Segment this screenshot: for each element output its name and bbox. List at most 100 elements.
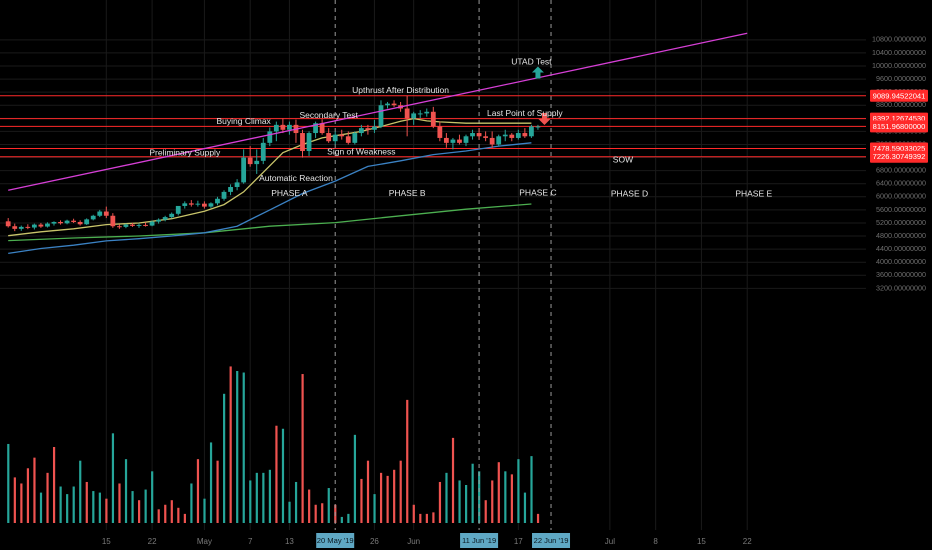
candle[interactable] xyxy=(149,220,155,227)
candle[interactable] xyxy=(71,218,76,223)
candle[interactable] xyxy=(18,225,24,231)
candle[interactable] xyxy=(84,218,90,225)
candle[interactable] xyxy=(116,224,122,229)
candle[interactable] xyxy=(352,131,358,145)
candle[interactable] xyxy=(535,124,541,130)
candle[interactable] xyxy=(529,124,534,138)
candle[interactable] xyxy=(12,223,18,232)
volume-bar xyxy=(308,489,311,523)
candle[interactable] xyxy=(97,209,103,218)
candle-body xyxy=(84,219,90,225)
candle[interactable] xyxy=(345,131,351,145)
candle[interactable] xyxy=(489,131,495,148)
candle[interactable] xyxy=(228,184,233,196)
candle[interactable] xyxy=(162,215,168,222)
candle[interactable] xyxy=(365,124,371,135)
candle[interactable] xyxy=(385,101,390,109)
candle[interactable] xyxy=(411,111,417,125)
candles[interactable] xyxy=(5,95,541,232)
candle[interactable] xyxy=(404,95,410,137)
candle[interactable] xyxy=(175,205,181,216)
candle[interactable] xyxy=(509,133,515,142)
candle[interactable] xyxy=(443,133,449,148)
candle[interactable] xyxy=(38,222,44,228)
candle[interactable] xyxy=(130,222,135,227)
y-axis[interactable]: 10800.00000000 10400.00000000 10000.000000… xyxy=(866,0,932,550)
candle[interactable] xyxy=(156,218,162,224)
candle[interactable] xyxy=(417,110,423,119)
candle[interactable] xyxy=(437,121,443,142)
candle[interactable] xyxy=(45,222,50,228)
candle[interactable] xyxy=(202,201,207,209)
candle[interactable] xyxy=(136,223,142,228)
x-axis[interactable]: 15 22 May 7 13 26 Jun 17 Jul 8 15 22 20 May '19 11 Ju… xyxy=(0,530,866,550)
x-tick-label: Jun xyxy=(407,537,420,546)
candle[interactable] xyxy=(300,129,305,158)
candle[interactable] xyxy=(483,131,489,142)
candle[interactable] xyxy=(476,128,482,140)
candle[interactable] xyxy=(221,190,227,201)
candle[interactable] xyxy=(123,223,129,229)
trendline[interactable] xyxy=(8,32,748,191)
candle[interactable] xyxy=(273,121,279,142)
candle[interactable] xyxy=(51,221,57,226)
candle[interactable] xyxy=(208,202,214,208)
candle[interactable] xyxy=(247,146,253,167)
candle[interactable] xyxy=(254,149,260,174)
candle[interactable] xyxy=(450,137,456,150)
candle[interactable] xyxy=(280,118,286,134)
candle[interactable] xyxy=(306,131,312,156)
candle[interactable] xyxy=(502,129,508,142)
x-tick-label: 7 xyxy=(248,537,253,546)
candle[interactable] xyxy=(182,201,188,209)
candle[interactable] xyxy=(267,127,273,147)
candle-body xyxy=(175,205,181,214)
candle[interactable] xyxy=(215,196,220,206)
candle[interactable] xyxy=(90,214,96,221)
volume-bar xyxy=(79,460,82,523)
candle[interactable] xyxy=(470,129,475,140)
trend-line[interactable] xyxy=(8,32,748,191)
candle[interactable] xyxy=(195,200,201,207)
candle[interactable] xyxy=(332,131,338,145)
candle[interactable] xyxy=(77,220,83,226)
candle[interactable] xyxy=(64,219,70,225)
candle[interactable] xyxy=(515,129,521,140)
candle[interactable] xyxy=(430,106,436,129)
candle[interactable] xyxy=(378,100,384,129)
volume-bar xyxy=(164,504,167,523)
candle[interactable] xyxy=(319,119,325,135)
candle[interactable] xyxy=(372,119,377,134)
candle[interactable] xyxy=(25,224,31,230)
candle[interactable] xyxy=(143,222,148,227)
candle[interactable] xyxy=(287,121,292,135)
annotation-label: Last Point of Supply xyxy=(487,108,563,118)
candle[interactable] xyxy=(188,200,194,207)
candle[interactable] xyxy=(110,213,116,228)
candle[interactable] xyxy=(31,223,37,230)
candle[interactable] xyxy=(260,137,266,165)
candle[interactable] xyxy=(103,206,109,219)
candle[interactable] xyxy=(463,134,469,147)
candle[interactable] xyxy=(339,129,345,140)
volume-bar xyxy=(242,372,245,523)
candle[interactable] xyxy=(326,128,332,143)
candle[interactable] xyxy=(169,212,175,219)
candle[interactable] xyxy=(234,179,240,191)
candle[interactable] xyxy=(58,220,63,225)
annotation-label: Upthrust After Distribution xyxy=(352,85,449,95)
candle[interactable] xyxy=(496,134,502,147)
candle[interactable] xyxy=(241,149,247,184)
candle[interactable] xyxy=(391,100,397,107)
candle[interactable] xyxy=(358,124,364,137)
candle-body xyxy=(457,139,462,143)
candle[interactable] xyxy=(522,128,528,138)
candle[interactable] xyxy=(457,134,462,145)
candle-body xyxy=(103,211,109,216)
volume-bar xyxy=(438,481,442,523)
volume-bar xyxy=(366,460,370,523)
candle[interactable] xyxy=(5,218,11,228)
candle[interactable] xyxy=(424,108,430,117)
candle-body xyxy=(45,223,50,227)
